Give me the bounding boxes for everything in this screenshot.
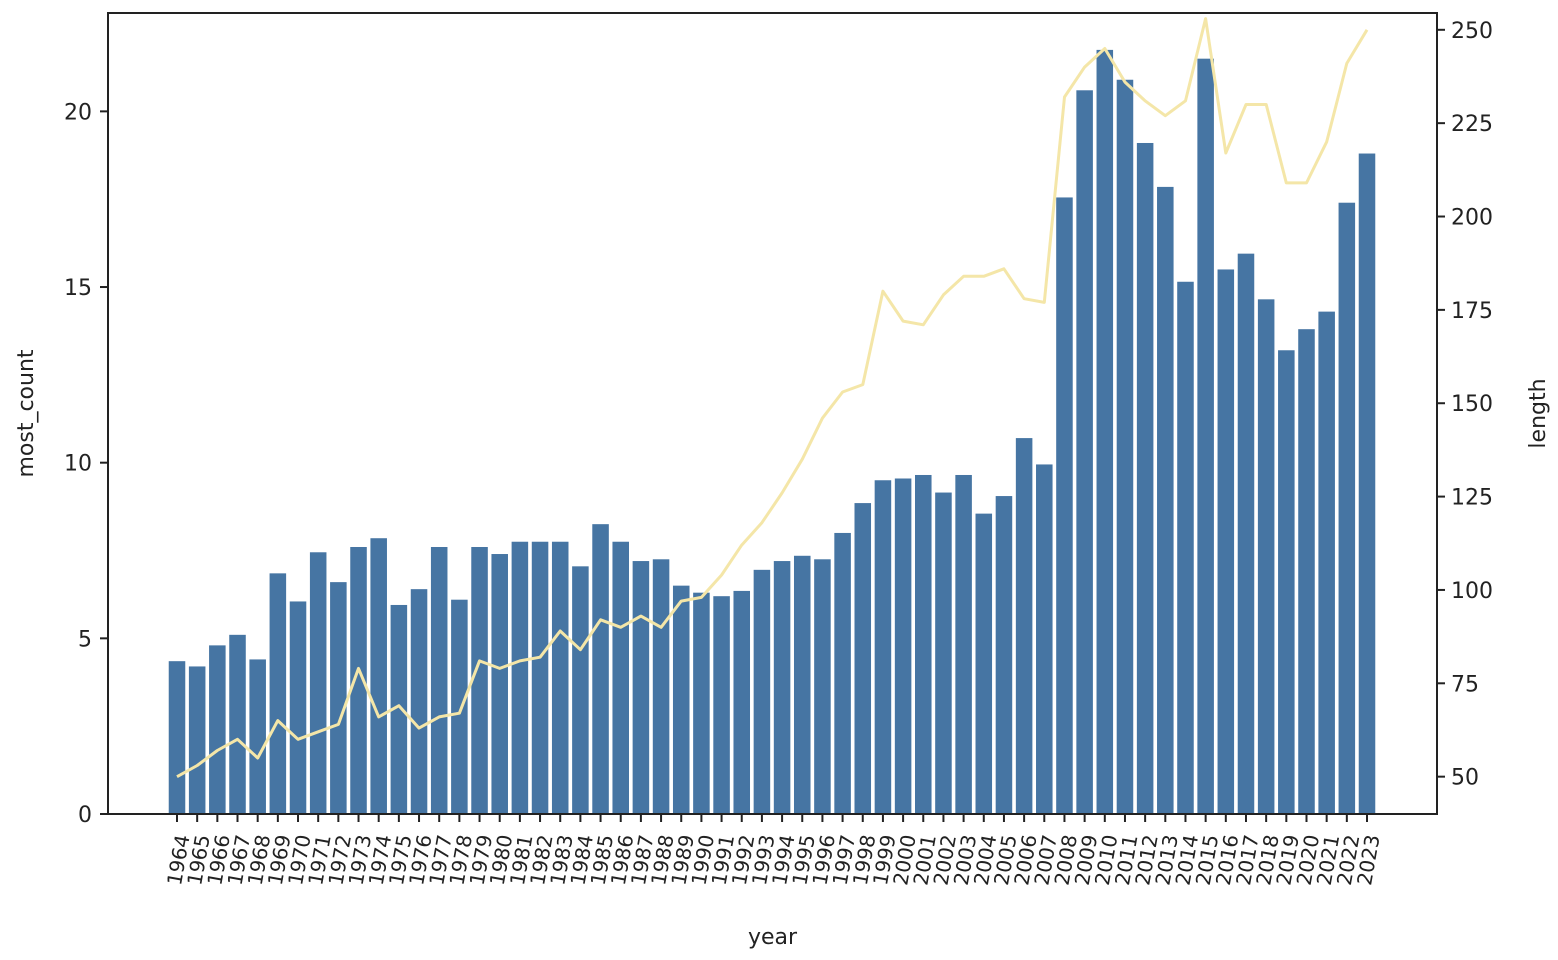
bar-2002 [935,492,952,814]
bar-series [168,49,1376,815]
bar-1969 [269,573,287,814]
bar-1972 [330,582,347,814]
bar-1968 [249,659,266,814]
bar-2014 [1177,281,1194,814]
bar-1988 [652,559,670,814]
bar-1966 [209,645,226,814]
bar-2003 [955,474,972,814]
y2-tick-label: 150 [1451,392,1493,417]
bar-1998 [854,503,872,814]
bar-1986 [612,541,629,814]
bar-2001 [915,474,932,814]
bar-2009 [1076,90,1093,814]
bar-1997 [834,532,851,814]
bar-1994 [773,561,791,814]
y2-tick-label: 225 [1451,112,1493,137]
bar-2016 [1217,269,1235,814]
bar-1974 [370,538,387,814]
bar-1984 [572,566,589,814]
bar-1970 [289,601,307,814]
line-series [176,17,1369,779]
bar-2021 [1318,311,1335,814]
y-tick-label: 15 [64,276,92,301]
bar-2010 [1096,49,1114,814]
bar-1985 [592,524,609,814]
bar-2015 [1197,58,1214,815]
bar-1981 [511,541,529,814]
bar-1980 [491,554,508,814]
bar-1999 [874,480,892,814]
bar-2013 [1157,186,1174,815]
bar-2017 [1237,253,1255,815]
y2-tick-label: 100 [1451,579,1493,604]
bar-1983 [551,541,569,814]
bar-1987 [632,561,650,814]
y2-tick-label: 200 [1451,206,1493,231]
bar-1995 [793,555,811,814]
x-axis-label: year [748,925,798,950]
bar-1992 [733,590,751,814]
y-tick-label: 0 [78,803,92,828]
bar-2008 [1056,197,1073,814]
bar-1991 [713,596,730,814]
y-tick-label: 10 [64,452,92,477]
y2-tick-label: 75 [1451,672,1479,697]
bar-1971 [309,552,327,814]
bar-2006 [1015,438,1033,814]
y2-tick-label: 175 [1451,299,1493,324]
bar-2018 [1257,299,1275,814]
bar-1979 [471,547,488,814]
bar-1965 [188,666,206,814]
bar-1964 [168,661,186,814]
bar-1967 [229,634,246,814]
length-line [176,17,1369,779]
bar-1989 [672,585,690,814]
bar-2022 [1338,202,1356,815]
bar-2005 [995,496,1013,814]
y2-axis-label: length [1526,378,1551,448]
bar-1973 [350,547,367,814]
bar-1975 [390,604,408,814]
x-axis-ticks: 1964196519661967196819691970197119721973… [162,814,1385,887]
bar-2000 [894,478,912,814]
bar-1977 [430,547,448,814]
y2-tick-label: 250 [1451,19,1493,44]
y2-tick-label: 50 [1451,766,1479,791]
bar-1990 [693,592,710,814]
bar-2023 [1358,153,1376,815]
bar-1996 [814,559,831,814]
bar-2007 [1036,464,1053,814]
right-axis-ticks: 50 75 100 125 150 175 200 225 250 [1437,19,1493,791]
bar-2011 [1116,79,1134,814]
bar-2004 [975,513,993,814]
bar-2020 [1298,329,1315,814]
plot-frame [107,12,1438,815]
y-axis-label: most_count [14,349,39,477]
bar-2019 [1278,350,1295,814]
y-tick-label: 5 [78,627,92,652]
y-tick-label: 20 [64,100,92,125]
y2-tick-label: 125 [1451,486,1493,511]
bar-1993 [753,569,771,814]
bar-1982 [531,541,549,814]
bar-2012 [1136,142,1154,815]
bar-1976 [410,589,428,814]
left-axis-ticks: 0 5 10 15 20 [64,100,108,828]
bar-1978 [451,599,468,814]
